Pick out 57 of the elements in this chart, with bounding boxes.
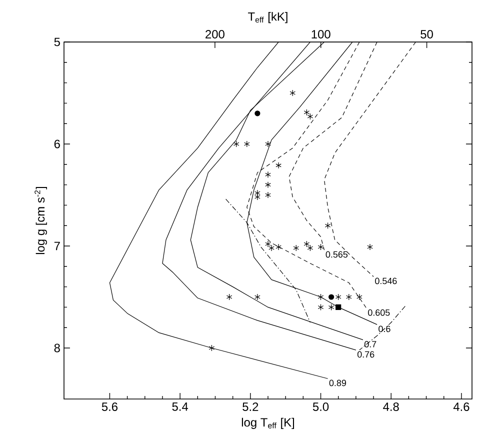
- point: [244, 140, 250, 148]
- point: [254, 110, 260, 116]
- series-label: 0.89: [329, 380, 346, 386]
- point: [265, 240, 271, 248]
- point: [265, 171, 271, 178]
- x2-tick-label: 50: [420, 30, 433, 38]
- point: [254, 194, 260, 200]
- point: [265, 182, 271, 188]
- series-label: 0.7: [364, 341, 376, 348]
- point: [208, 344, 215, 352]
- series-label: 0.6: [378, 326, 390, 332]
- series-label: 0.546: [375, 278, 397, 284]
- point: [318, 294, 324, 300]
- point: [367, 244, 373, 250]
- series-label: 0.565: [326, 251, 348, 258]
- point: [318, 244, 324, 250]
- point: [226, 294, 232, 300]
- point: [290, 90, 296, 96]
- x-tick-label: 4.8: [383, 402, 399, 411]
- point: [336, 304, 342, 310]
- y-tick-label: 6: [54, 140, 60, 148]
- x2-tick-label: 100: [312, 30, 330, 38]
- point: [356, 294, 362, 300]
- point: [346, 294, 352, 300]
- x-tick-label: 5.0: [312, 402, 329, 411]
- x-axis-title: log T$_{eff}$ [K]: [242, 418, 294, 429]
- point: [335, 294, 342, 300]
- x-tick-label: 4.6: [453, 402, 470, 411]
- x-tick-label: 5.6: [102, 402, 118, 411]
- point: [304, 240, 310, 248]
- point: [328, 294, 334, 300]
- point: [328, 304, 334, 310]
- y-tick-label: 7: [54, 242, 60, 250]
- point: [304, 109, 310, 116]
- point: [307, 244, 314, 252]
- series-label: 0.76: [357, 351, 374, 358]
- point: [293, 244, 300, 252]
- point: [265, 192, 271, 198]
- x-tick-label: 5.4: [172, 402, 188, 411]
- point: [254, 190, 260, 196]
- y-tick-label: 8: [54, 344, 60, 352]
- point: [276, 244, 282, 250]
- point: [233, 140, 240, 148]
- point: [324, 222, 331, 229]
- x-tick-label: 5.2: [242, 402, 258, 411]
- x2-axis-title: T$_{eff}$ [kK]: [248, 12, 288, 24]
- line-series: [359, 306, 406, 350]
- point: [318, 304, 324, 310]
- point: [254, 294, 260, 300]
- point: [276, 162, 282, 169]
- point: [268, 244, 274, 252]
- x2-tick-label: 200: [206, 30, 224, 38]
- point: [307, 113, 314, 120]
- point: [265, 140, 271, 148]
- y-tick-label: 5: [54, 38, 60, 46]
- y-axis-title: log g [cm s$^{-2}$]: [34, 187, 47, 254]
- series-label: 0.605: [368, 309, 390, 316]
